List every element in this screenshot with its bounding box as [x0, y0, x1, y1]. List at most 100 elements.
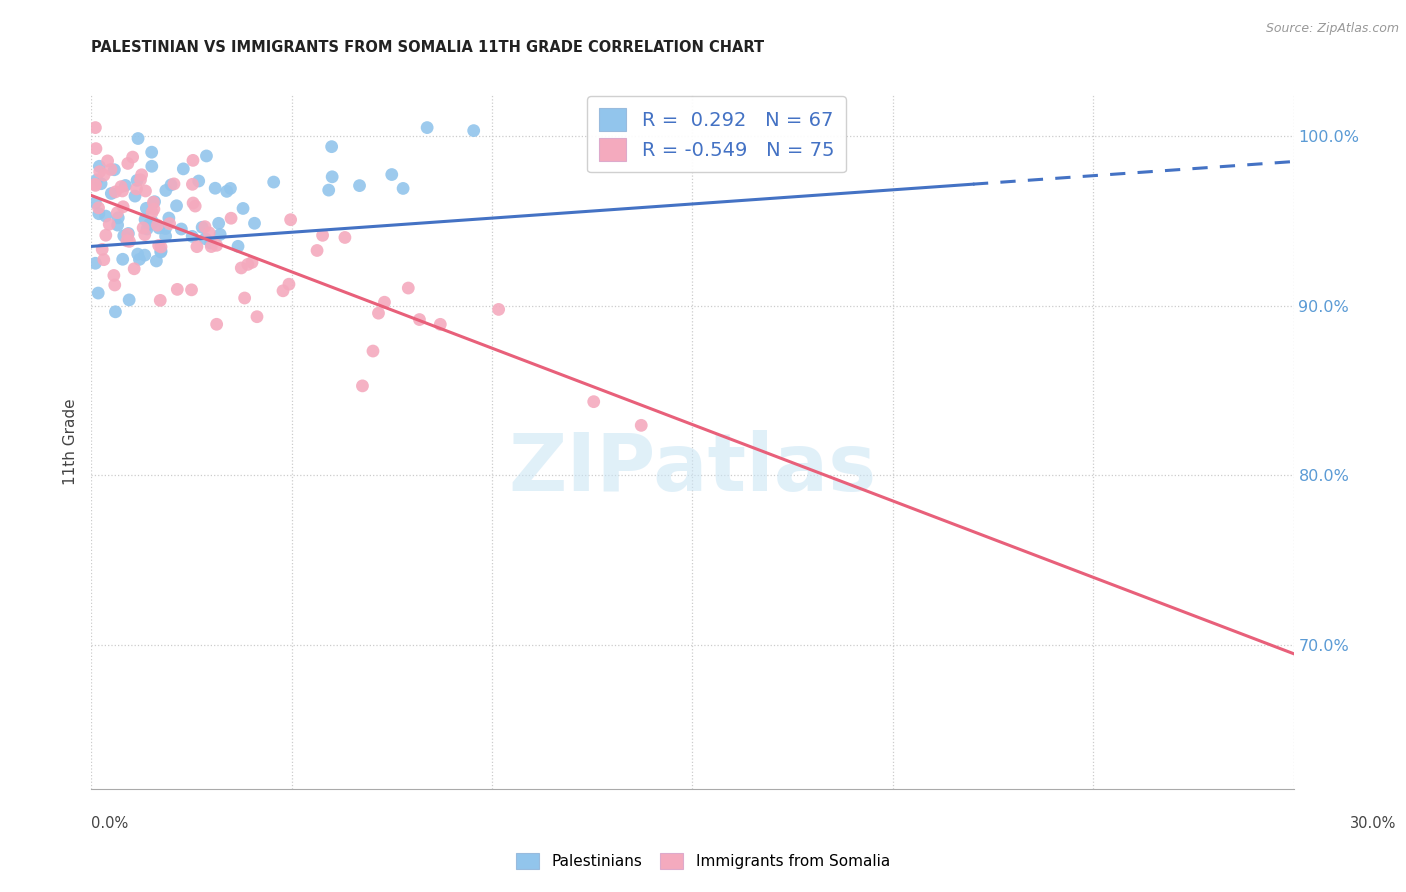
Point [124, 189, 146, 203]
Point [416, 120, 439, 135]
Point [141, 145, 163, 160]
Point [131, 168, 153, 182]
Point [166, 282, 188, 296]
Point [408, 312, 430, 326]
Point [381, 168, 404, 182]
Point [163, 177, 186, 191]
Legend: R =  0.292   N = 67, R = -0.549   N = 75: R = 0.292 N = 67, R = -0.549 N = 75 [588, 96, 846, 172]
Point [142, 215, 165, 229]
Text: 0.0%: 0.0% [91, 816, 128, 830]
Point [181, 196, 204, 211]
Point [110, 179, 132, 194]
Point [333, 230, 356, 244]
Point [231, 260, 253, 275]
Point [263, 175, 285, 189]
Point [104, 305, 127, 319]
Point [630, 418, 652, 433]
Point [115, 234, 138, 248]
Point [311, 228, 333, 243]
Point [103, 268, 125, 283]
Point [100, 162, 122, 177]
Point [582, 394, 605, 409]
Point [208, 216, 231, 230]
Point [134, 227, 156, 242]
Point [429, 318, 451, 332]
Point [89, 164, 111, 178]
Point [84, 178, 107, 193]
Point [91, 243, 114, 257]
Text: Source: ZipAtlas.com: Source: ZipAtlas.com [1265, 22, 1399, 36]
Point [155, 229, 177, 244]
Point [155, 221, 177, 235]
Point [198, 226, 221, 240]
Point [149, 293, 172, 308]
Point [105, 205, 128, 219]
Point [392, 181, 415, 195]
Point [94, 228, 117, 243]
Point [128, 252, 150, 267]
Point [170, 222, 193, 236]
Point [90, 177, 112, 191]
Point [135, 202, 157, 216]
Point [98, 217, 121, 231]
Point [100, 186, 122, 201]
Point [278, 277, 301, 292]
Point [181, 178, 204, 192]
Point [373, 295, 395, 310]
Point [127, 247, 149, 261]
Point [94, 209, 117, 223]
Point [84, 120, 107, 135]
Point [134, 212, 156, 227]
Point [205, 238, 228, 252]
Point [146, 218, 169, 232]
Point [114, 178, 136, 193]
Point [160, 178, 183, 192]
Point [226, 239, 249, 253]
Point [191, 220, 214, 235]
Point [104, 185, 127, 199]
Point [84, 142, 107, 156]
Point [118, 293, 141, 307]
Point [107, 211, 129, 225]
Point [148, 238, 170, 252]
Point [349, 178, 371, 193]
Point [127, 131, 149, 145]
Point [463, 123, 485, 137]
Point [87, 201, 110, 215]
Point [205, 318, 228, 332]
Point [184, 199, 207, 213]
Point [204, 181, 226, 195]
Point [181, 153, 204, 168]
Point [240, 255, 263, 269]
Point [157, 211, 180, 225]
Point [352, 379, 374, 393]
Point [111, 252, 134, 267]
Point [93, 252, 115, 267]
Point [97, 153, 120, 168]
Legend: Palestinians, Immigrants from Somalia: Palestinians, Immigrants from Somalia [510, 847, 896, 875]
Point [150, 244, 173, 258]
Point [86, 173, 108, 187]
Point [103, 162, 125, 177]
Point [200, 235, 222, 250]
Point [87, 286, 110, 301]
Point [148, 221, 170, 235]
Point [84, 256, 107, 270]
Point [187, 174, 209, 188]
Point [280, 212, 302, 227]
Point [172, 161, 194, 176]
Point [396, 281, 419, 295]
Point [318, 183, 340, 197]
Point [104, 277, 127, 292]
Point [180, 283, 202, 297]
Point [236, 257, 259, 271]
Point [141, 205, 163, 219]
Point [134, 184, 156, 198]
Point [138, 217, 160, 231]
Point [243, 216, 266, 230]
Point [145, 254, 167, 268]
Point [112, 200, 135, 214]
Point [232, 202, 254, 216]
Text: 30.0%: 30.0% [1350, 816, 1396, 830]
Point [215, 185, 238, 199]
